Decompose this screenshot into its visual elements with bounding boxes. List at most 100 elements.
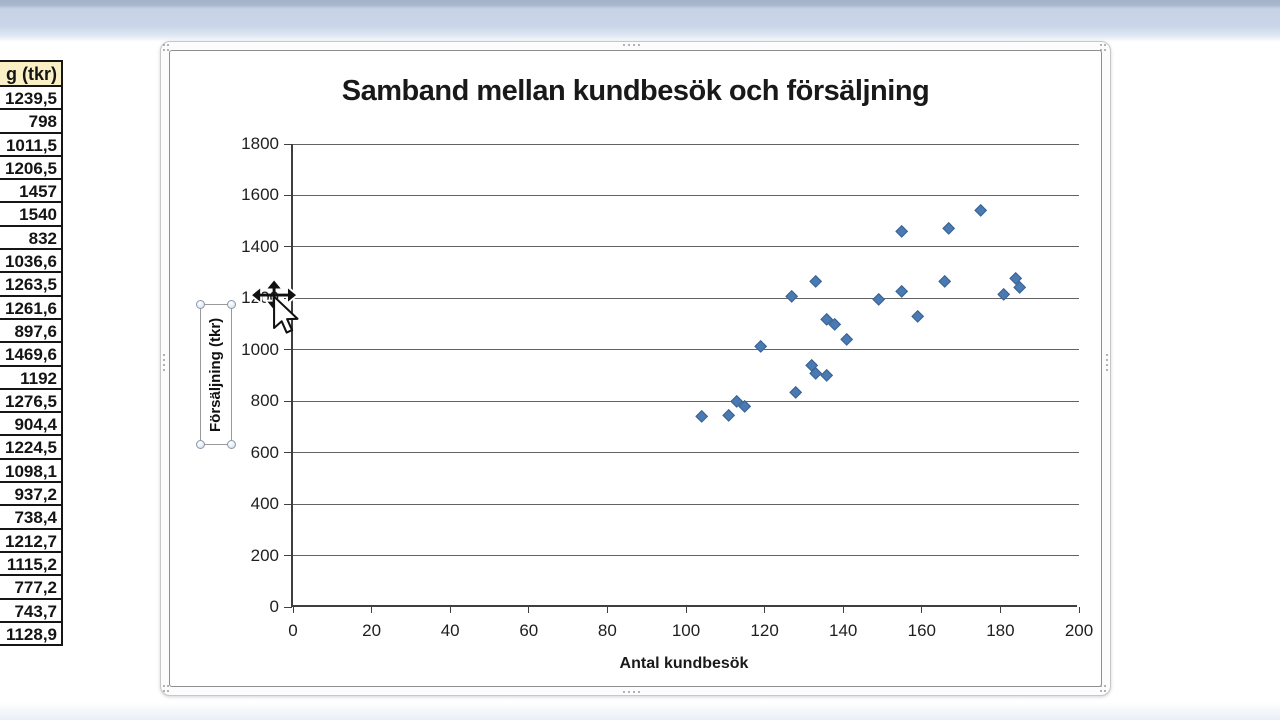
diamond-marker	[753, 339, 767, 354]
spreadsheet-cell[interactable]: 1011,5	[0, 131, 63, 157]
scatter-point[interactable]	[942, 222, 956, 236]
diamond-marker	[804, 358, 819, 373]
x-axis-tick-label: 40	[440, 621, 460, 640]
window-bottom-band	[0, 702, 1280, 720]
y-axis-tick-label: 400	[250, 494, 279, 514]
chart-title[interactable]: Samband mellan kundbesök och försäljning	[341, 75, 930, 107]
spreadsheet-cell[interactable]: 937,2	[0, 481, 63, 507]
x-axis-tick-label: 180	[986, 621, 1015, 640]
x-axis-tick	[842, 607, 844, 613]
spreadsheet-cell[interactable]: 1469,6	[0, 341, 63, 367]
y-axis-tick	[284, 452, 292, 454]
diamond-marker	[785, 289, 799, 303]
scatter-point[interactable]	[737, 400, 752, 414]
x-axis-tick-label: 100	[671, 621, 701, 640]
chart-area[interactable]: Samband mellan kundbesök och försäljning…	[169, 50, 1102, 687]
x-axis-tick	[449, 607, 451, 613]
diamond-marker	[1009, 271, 1023, 285]
selection-handle-top-right[interactable]	[227, 300, 236, 309]
x-axis-title[interactable]: Antal kundbesök	[619, 655, 749, 672]
diamond-marker	[910, 309, 925, 323]
scatter-point[interactable]	[910, 309, 925, 324]
y-axis-tick-label: 1800	[241, 134, 279, 153]
y-axis-tick-label: 1400	[241, 236, 279, 256]
scatter-point[interactable]	[722, 408, 736, 423]
spreadsheet-cell[interactable]: 1263,5	[0, 271, 63, 297]
spreadsheet-cell[interactable]: 1036,6	[0, 248, 63, 274]
y-axis-tick	[284, 349, 292, 351]
scatter-point[interactable]	[789, 386, 803, 400]
y-axis-tick	[284, 246, 292, 248]
scatter-point[interactable]	[820, 313, 834, 327]
x-axis-tick	[685, 607, 687, 613]
scatter-point[interactable]	[840, 333, 854, 347]
spreadsheet-cell[interactable]: 738,4	[0, 504, 63, 530]
diamond-marker	[997, 288, 1011, 302]
spreadsheet-cell[interactable]: 1540	[0, 201, 63, 227]
column-header-cell[interactable]: g (tkr)	[0, 60, 63, 87]
scatter-point[interactable]	[785, 289, 799, 304]
scatter-point[interactable]	[973, 203, 988, 218]
diamond-marker	[895, 225, 909, 239]
selection-handle-top-left[interactable]	[196, 300, 205, 309]
spreadsheet-cell[interactable]: 1128,9	[0, 620, 63, 647]
scatter-point[interactable]	[1009, 271, 1023, 286]
spreadsheet-cell[interactable]: 798	[0, 108, 63, 134]
x-axis-tick-label: 80	[597, 621, 617, 640]
scatter-point[interactable]	[997, 288, 1011, 302]
chart-object[interactable]: Samband mellan kundbesök och försäljning…	[160, 41, 1111, 696]
scatter-point[interactable]	[804, 358, 819, 373]
x-axis-tick	[764, 607, 766, 613]
spreadsheet-cell[interactable]: 1206,5	[0, 154, 63, 181]
spreadsheet-cell[interactable]: 1224,5	[0, 434, 63, 460]
resize-handle-bottom-right[interactable]	[1100, 685, 1108, 693]
spreadsheet-cell[interactable]: 743,7	[0, 597, 63, 623]
spreadsheet-cell[interactable]: 1115,2	[0, 550, 63, 577]
plot-area[interactable]: 0 200 400 600 800 1000 1200 1400 1600 1800 0 20 40 60…	[241, 135, 1093, 641]
spreadsheet-cell[interactable]: 904,4	[0, 411, 63, 437]
spreadsheet-cell[interactable]: 1239,5	[0, 85, 63, 111]
resize-handle-bottom-left[interactable]	[163, 685, 171, 693]
resize-handle-left[interactable]	[163, 354, 165, 371]
window-top-band	[0, 0, 1280, 42]
y-axis-tick	[284, 297, 292, 299]
selection-handle-bottom-left[interactable]	[196, 440, 205, 449]
gridline	[293, 297, 1079, 299]
spreadsheet-cell[interactable]: 897,6	[0, 317, 63, 344]
y-axis-tick-label: 600	[250, 442, 279, 462]
scatter-point[interactable]	[895, 285, 909, 299]
selection-handle-bottom-right[interactable]	[227, 440, 236, 449]
resize-handle-top-left[interactable]	[163, 44, 171, 52]
resize-handle-bottom[interactable]	[623, 691, 640, 693]
spreadsheet-cell[interactable]: 1212,7	[0, 527, 63, 553]
spreadsheet-cell[interactable]: 1276,5	[0, 387, 63, 414]
resize-handle-right[interactable]	[1106, 354, 1108, 371]
scatter-point[interactable]	[938, 275, 952, 289]
spreadsheet-cell[interactable]: 1457	[0, 178, 63, 204]
gridline	[293, 349, 1079, 351]
resize-handle-top[interactable]	[623, 44, 640, 46]
spreadsheet-cell[interactable]: 1098,1	[0, 457, 63, 484]
gridline	[293, 246, 1079, 248]
spreadsheet-cell[interactable]: 1261,6	[0, 294, 63, 320]
resize-handle-top-right[interactable]	[1100, 44, 1108, 52]
spreadsheet-cell[interactable]: 832	[0, 224, 63, 251]
x-axis-tick-label: 60	[519, 621, 539, 640]
diamond-marker	[820, 313, 834, 327]
y-axis-tick-label: 0	[269, 597, 279, 616]
scatter-point[interactable]	[871, 293, 886, 307]
spreadsheet-cell[interactable]: 777,2	[0, 574, 63, 600]
diamond-marker	[938, 275, 952, 289]
y-axis-tick	[284, 606, 292, 608]
x-axis-tick-label: 0	[288, 621, 298, 640]
y-axis-tick-label: 200	[250, 545, 279, 565]
scatter-point[interactable]	[694, 410, 709, 424]
scatter-point[interactable]	[753, 339, 768, 354]
y-axis-title: Försäljning (tkr)	[207, 317, 224, 432]
x-axis-tick	[292, 607, 294, 613]
scatter-point[interactable]	[808, 275, 823, 289]
scatter-point[interactable]	[895, 225, 909, 239]
spreadsheet-cell[interactable]: 1192	[0, 364, 63, 390]
y-axis-title-selected[interactable]: Försäljning (tkr)	[196, 300, 236, 449]
